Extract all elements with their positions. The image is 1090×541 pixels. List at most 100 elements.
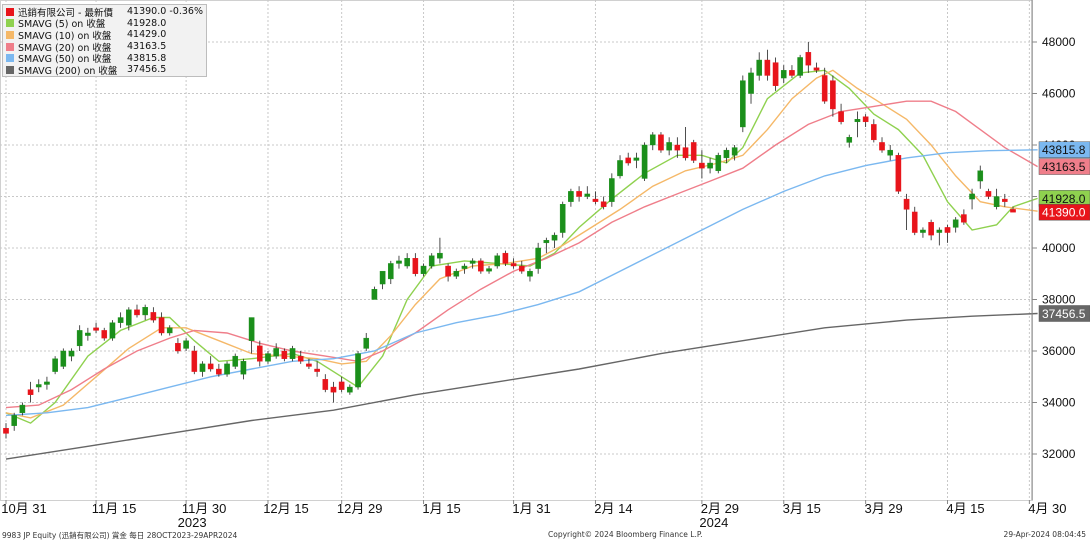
- candle-body: [117, 317, 124, 323]
- legend-value: 41390.0: [127, 6, 167, 18]
- x-year-label: 2023: [178, 515, 207, 530]
- y-tick-label: 48000: [1042, 35, 1076, 49]
- candlesticks: [3, 42, 1016, 439]
- candle-body: [920, 229, 926, 233]
- last-value-tag: 41390.0: [1038, 203, 1090, 221]
- legend-value: 41928.0: [127, 17, 167, 29]
- candle-body: [297, 355, 304, 362]
- y-tick-label: 38000: [1042, 293, 1076, 307]
- candle-body: [641, 144, 648, 179]
- x-tick-label: 10月 31: [1, 501, 47, 516]
- candle-body: [682, 147, 689, 159]
- candle-body: [584, 193, 591, 197]
- candle-body: [289, 348, 296, 359]
- x-tick-label: 2月 29: [701, 501, 739, 516]
- candle-body: [985, 191, 992, 197]
- candle-body: [44, 381, 50, 385]
- candle-body: [216, 368, 222, 375]
- axes: 3200034000360003800040000420004400046000…: [1, 0, 1076, 530]
- candle-body: [60, 350, 67, 367]
- x-tick-label: 1月 15: [422, 501, 460, 516]
- series-line-smavg10: [5, 69, 1038, 419]
- x-tick-label: 4月 15: [946, 501, 984, 516]
- candle-body: [469, 260, 476, 264]
- candle-body: [625, 157, 632, 164]
- legend-row-sma200: SMAVG (200) on 收盤 37456.5: [6, 64, 203, 77]
- candle-body: [543, 240, 550, 244]
- candle-body: [944, 227, 951, 233]
- candle-body: [11, 415, 17, 426]
- candle-body: [699, 162, 705, 169]
- candle-body: [952, 219, 959, 228]
- candle-body: [510, 263, 517, 267]
- legend-swatch: [6, 30, 14, 39]
- candle-body: [306, 363, 312, 367]
- legend-swatch: [6, 7, 14, 16]
- candle-body: [740, 80, 746, 128]
- candle-body: [821, 75, 828, 102]
- candle-body: [789, 70, 795, 76]
- candle-body: [355, 353, 361, 388]
- candle-body: [486, 268, 492, 272]
- candle-body: [379, 270, 386, 285]
- candle-body: [715, 155, 722, 171]
- legend-label: 迅銷有限公司 - 最新價: [18, 7, 113, 19]
- moving-average-lines: [5, 69, 1038, 460]
- legend-label: SMAVG (200) on 收盤: [18, 65, 118, 77]
- footer-timestamp: 29-Apr-2024 08:04:45: [1003, 530, 1086, 539]
- candle-body: [617, 160, 623, 177]
- tag-box: [1038, 141, 1090, 158]
- candle-body: [126, 309, 132, 326]
- candle-body: [600, 201, 607, 207]
- candle-body: [396, 260, 402, 264]
- legend-change: -0.36%: [169, 6, 203, 18]
- candle-body: [674, 144, 681, 151]
- candle-body: [559, 204, 566, 233]
- last-value-tag: 41928.0: [1038, 190, 1090, 207]
- candle-body: [437, 252, 443, 259]
- candle-body: [256, 345, 263, 362]
- candle-body: [224, 363, 230, 375]
- plot-border: [0, 0, 1033, 501]
- candle-body: [895, 155, 902, 192]
- legend-value: 43815.8: [127, 52, 167, 64]
- candle-body: [633, 157, 640, 161]
- tag-value: 41390.0: [1042, 206, 1086, 220]
- candle-body: [281, 350, 288, 359]
- candle-body: [969, 193, 975, 200]
- tag-box: [1038, 158, 1090, 175]
- candle-body: [387, 263, 394, 280]
- legend-label: SMAVG (5) on 收盤: [18, 19, 106, 31]
- candle-body: [445, 265, 451, 277]
- candle-body: [805, 52, 812, 66]
- candle-body: [338, 381, 345, 390]
- candle-body: [862, 116, 869, 123]
- candle-body: [240, 361, 247, 375]
- candle-body: [183, 340, 189, 349]
- candle-body: [731, 147, 738, 156]
- candle-body: [772, 62, 779, 86]
- candle-body: [871, 124, 877, 141]
- candle-body: [887, 149, 893, 156]
- candle-body: [134, 309, 140, 316]
- candle-body: [19, 404, 26, 414]
- x-tick-label: 1月 31: [512, 501, 550, 516]
- candle-body: [690, 142, 697, 161]
- candle-body: [977, 170, 984, 182]
- candle-body: [101, 330, 108, 339]
- candle-body: [748, 72, 754, 94]
- tag-value: 37456.5: [1042, 307, 1086, 321]
- candle-body: [846, 137, 853, 143]
- candle-body: [780, 70, 787, 79]
- legend-row-sma50: SMAVG (50) on 收盤 43815.8: [6, 52, 203, 66]
- candle-body: [265, 353, 271, 362]
- candle-body: [191, 350, 198, 372]
- candle-body: [412, 258, 419, 274]
- candle-body: [347, 386, 353, 393]
- candle-body: [551, 234, 558, 241]
- y-tick-label: 36000: [1042, 344, 1076, 358]
- candle-body: [314, 368, 320, 372]
- legend-label: SMAVG (50) on 收盤: [18, 54, 112, 66]
- candle-body: [3, 428, 9, 434]
